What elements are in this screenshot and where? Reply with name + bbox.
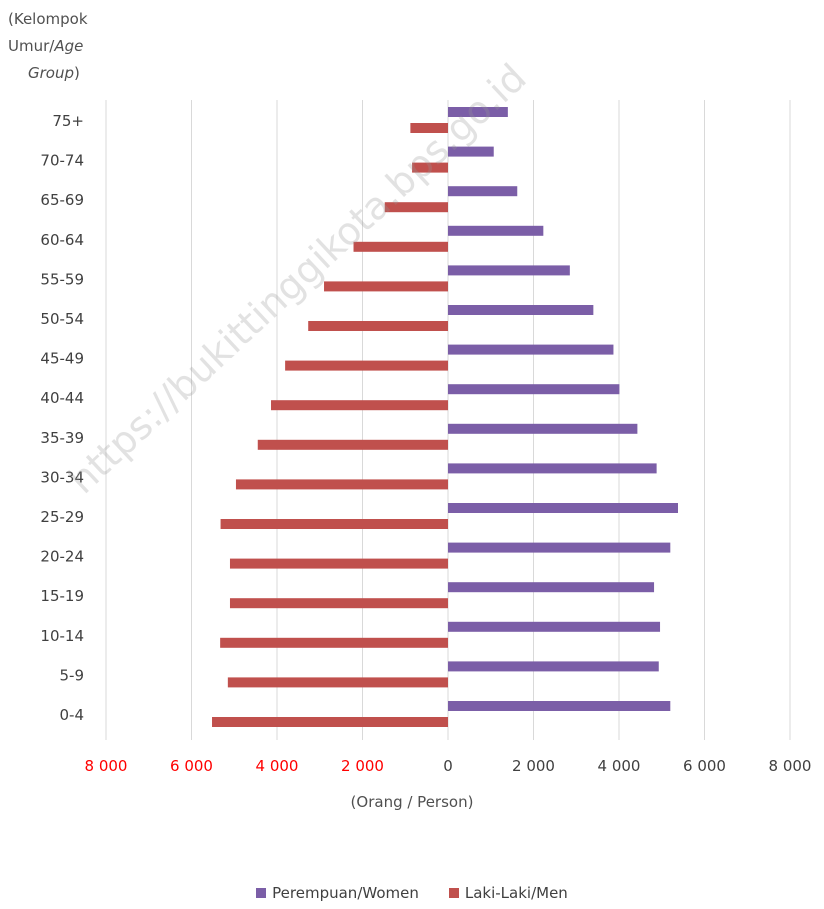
y-axis-title-line3: ) <box>74 64 80 82</box>
bar-men <box>220 519 448 529</box>
bar-men <box>212 717 448 727</box>
bar-men <box>412 162 448 173</box>
legend-swatch-men <box>448 888 459 898</box>
category-label: 70-74 <box>40 152 84 170</box>
bar-men <box>229 558 448 569</box>
bar-men <box>229 598 448 609</box>
bar-men <box>324 281 448 292</box>
bar-men <box>227 677 448 688</box>
legend-label-women: Perempuan/Women <box>272 884 419 902</box>
category-label: 30-34 <box>40 468 84 486</box>
bar-men <box>220 637 448 648</box>
bar-women <box>448 423 638 434</box>
category-label: 25-29 <box>40 508 84 526</box>
bar-women <box>448 146 494 157</box>
bar-men <box>257 439 448 450</box>
bar-men <box>308 321 448 331</box>
bar-women <box>448 701 671 711</box>
bar-women <box>448 661 659 672</box>
legend: Perempuan/Women Laki-Laki/Men <box>0 884 824 902</box>
bar-women <box>448 344 614 355</box>
bar-men <box>384 202 448 213</box>
category-label: 5-9 <box>60 666 85 684</box>
bar-women <box>448 463 657 474</box>
category-label: 10-14 <box>40 627 84 645</box>
bar-women <box>448 503 678 513</box>
y-axis-title: (Kelompok Umur/Age Group) <box>8 6 128 87</box>
bar-women <box>448 542 671 553</box>
bar-women <box>448 225 544 236</box>
legend-label-men: Laki-Laki/Men <box>464 884 568 902</box>
bar-men <box>235 479 448 490</box>
y-axis-title-line3-italic: Group <box>28 64 74 82</box>
bar-men <box>353 241 448 252</box>
category-label: 40-44 <box>40 389 84 407</box>
category-label: 35-39 <box>40 429 84 447</box>
category-label: 65-69 <box>40 191 84 209</box>
x-tick-label: 2 000 <box>512 757 555 775</box>
category-label: 60-64 <box>40 231 84 249</box>
legend-item-men: Laki-Laki/Men <box>448 884 568 902</box>
x-tick-label: 2 000 <box>341 757 384 775</box>
x-axis-unit-label: (Orang / Person) <box>350 793 474 811</box>
x-tick-label: 8 000 <box>769 757 812 775</box>
bar-women <box>448 384 620 395</box>
bar-men <box>410 123 448 133</box>
y-axis-title-line2: Umur/ <box>8 37 55 55</box>
x-tick-label: 4 000 <box>256 757 299 775</box>
category-label: 55-59 <box>40 270 84 288</box>
bar-women <box>448 305 594 315</box>
bar-men <box>285 360 448 371</box>
category-label: 0-4 <box>60 706 85 724</box>
bar-women <box>448 186 518 197</box>
category-label: 20-24 <box>40 548 84 566</box>
category-label: 75+ <box>52 112 84 130</box>
bar-women <box>448 621 661 632</box>
x-tick-label: 6 000 <box>170 757 213 775</box>
category-label: 15-19 <box>40 587 84 605</box>
x-tick-label: 4 000 <box>598 757 641 775</box>
y-axis-title-line2-italic: Age <box>54 37 84 55</box>
bar-women <box>448 107 508 117</box>
category-label: 45-49 <box>40 350 84 368</box>
bar-men <box>271 400 448 411</box>
legend-item-women: Perempuan/Women <box>256 884 419 902</box>
legend-swatch-women <box>256 888 267 898</box>
x-tick-label: 0 <box>443 757 453 775</box>
bar-women <box>448 265 570 276</box>
y-axis-title-line1: (Kelompok <box>8 10 88 28</box>
x-tick-label: 6 000 <box>683 757 726 775</box>
category-label: 50-54 <box>40 310 84 328</box>
x-tick-label: 8 000 <box>85 757 128 775</box>
bar-women <box>448 582 655 593</box>
